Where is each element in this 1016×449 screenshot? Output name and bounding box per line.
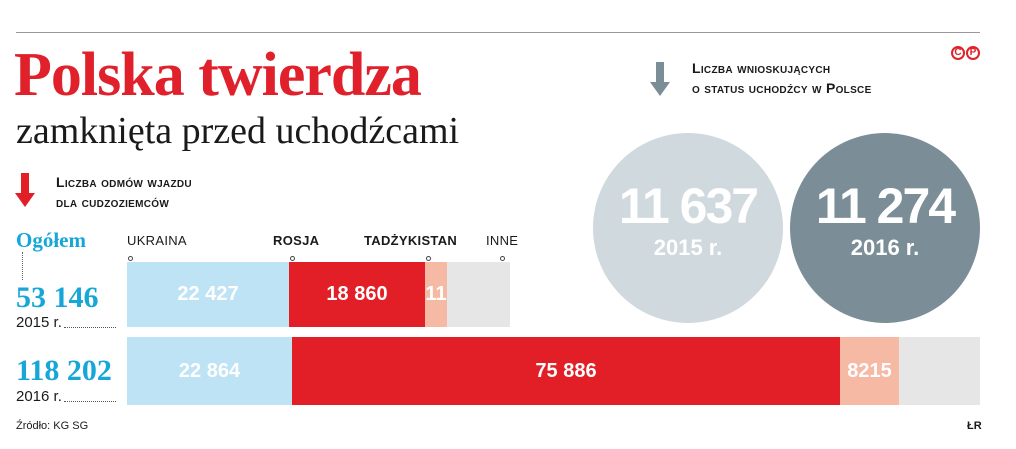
bar-value-label: 3117 <box>425 283 447 305</box>
bar-inne-2015 <box>447 262 510 327</box>
category-label-inne: INNE <box>486 233 519 248</box>
applicants-year-2015: 2015 r. <box>653 235 723 260</box>
logo-letter-c: C <box>951 46 965 60</box>
dotted-leader-2015 <box>64 327 116 328</box>
category-label-rosja: ROSJA <box>273 233 320 248</box>
row-year-2015: 2015 r. <box>16 314 62 331</box>
category-marker-ukraina <box>128 256 133 261</box>
arrow-down-red-icon <box>15 173 35 207</box>
category-marker-inne <box>500 256 505 261</box>
applicants-year-2016: 2016 r. <box>850 235 920 260</box>
applicants-legend-line2: o status uchodźcy w Polsce <box>692 80 872 96</box>
bar-ukraina-2016: 22 864 <box>127 337 292 405</box>
bar-rosja-2016: 75 886 <box>292 337 840 405</box>
logo-letter-p: P <box>966 46 980 60</box>
bar-value-label: 8215 <box>847 359 892 382</box>
bar-value-label: 22 864 <box>178 359 241 382</box>
bar-value-label: 18 860 <box>326 283 388 305</box>
page-subtitle: zamknięta przed uchodźcami <box>16 110 460 152</box>
applicants-legend-line1: Liczba wnioskujących <box>692 60 831 76</box>
row-year-2016: 2016 r. <box>16 388 62 405</box>
source-note: Źródło: KG SG <box>16 420 89 432</box>
bar-inne-2016 <box>899 337 980 405</box>
applicants-value-2016: 11 274 <box>815 178 956 234</box>
top-rule <box>16 32 980 33</box>
row-total-2016: 118 202 <box>16 354 112 387</box>
bar-rosja-2015: 18 860 <box>289 262 425 327</box>
bar-tadzykistan-2015: 3117 <box>425 262 447 327</box>
total-leader-line <box>22 252 23 280</box>
bar-value-label: 75 886 <box>535 359 597 382</box>
author-initials: ŁR <box>967 420 982 432</box>
refusals-legend-line1: Liczba odmów wjazdu <box>56 174 192 190</box>
category-label-ukraina: UKRAINA <box>127 233 187 248</box>
applicants-circle-2016: 11 274 2016 r. <box>790 133 980 323</box>
bar-tadzykistan-2016: 8215 <box>840 337 899 405</box>
applicants-value-2015: 11 637 <box>618 178 759 234</box>
category-marker-tadzykistan <box>426 256 431 261</box>
category-marker-rosja <box>290 256 295 261</box>
dotted-leader-2016 <box>64 401 116 402</box>
arrow-down-grey-icon <box>650 62 670 96</box>
bar-value-label: 22 427 <box>177 283 239 305</box>
total-label: Ogółem <box>16 228 86 252</box>
publisher-logo: C P <box>951 46 980 60</box>
category-label-tadzykistan: TADŻYKISTAN <box>364 233 458 248</box>
row-total-2015: 53 146 <box>16 281 99 314</box>
applicants-circle-2015: 11 637 2015 r. <box>593 133 783 323</box>
refusals-legend-line2: dla cudzoziemców <box>56 194 170 210</box>
page-title: Polska twierdza <box>14 41 422 109</box>
bar-ukraina-2015: 22 427 <box>127 262 289 327</box>
